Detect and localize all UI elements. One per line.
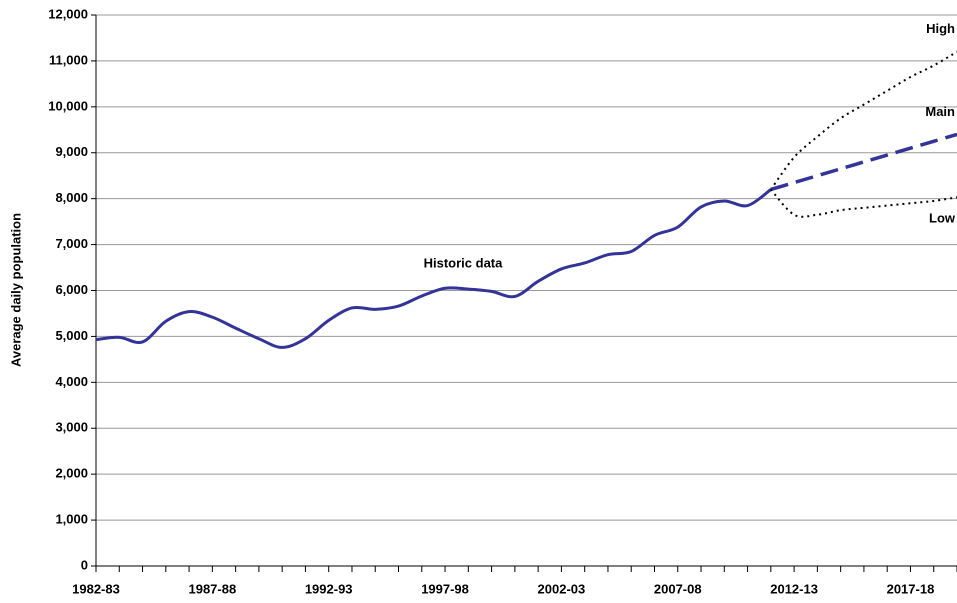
series-line bbox=[770, 132, 957, 192]
y-tick-label: 6,000 bbox=[55, 282, 88, 297]
y-tick-label: 3,000 bbox=[55, 420, 88, 435]
y-tick-label: 9,000 bbox=[55, 144, 88, 159]
y-tick-label: 0 bbox=[81, 557, 88, 572]
series-label: Main bbox=[925, 104, 955, 119]
x-tick-label: 2017-18 bbox=[887, 581, 935, 596]
x-tick-label: 1982-83 bbox=[72, 581, 120, 596]
y-tick-label: 10,000 bbox=[48, 98, 88, 113]
y-tick-label: 12,000 bbox=[48, 6, 88, 21]
annotation: Historic data bbox=[424, 255, 504, 270]
x-tick-label: 2012-13 bbox=[770, 581, 818, 596]
y-tick-label: 5,000 bbox=[55, 328, 88, 343]
y-axis-label: Average daily population bbox=[8, 213, 23, 367]
series-label: Low bbox=[929, 211, 956, 226]
x-tick-label: 1992-93 bbox=[305, 581, 353, 596]
x-tick-label: 1987-88 bbox=[188, 581, 236, 596]
series-line bbox=[770, 50, 957, 191]
x-tick-label: 2007-08 bbox=[654, 581, 702, 596]
series-label: High bbox=[926, 21, 955, 36]
y-tick-label: 1,000 bbox=[55, 512, 88, 527]
y-tick-label: 7,000 bbox=[55, 236, 88, 251]
x-tick-label: 2002-03 bbox=[538, 581, 586, 596]
series-line bbox=[770, 188, 957, 218]
series-line bbox=[95, 188, 772, 349]
y-tick-label: 8,000 bbox=[55, 190, 88, 205]
x-tick-label: 1997-98 bbox=[421, 581, 469, 596]
y-tick-label: 2,000 bbox=[55, 466, 88, 481]
y-tick-label: 11,000 bbox=[49, 52, 88, 67]
y-tick-label: 4,000 bbox=[55, 374, 88, 389]
